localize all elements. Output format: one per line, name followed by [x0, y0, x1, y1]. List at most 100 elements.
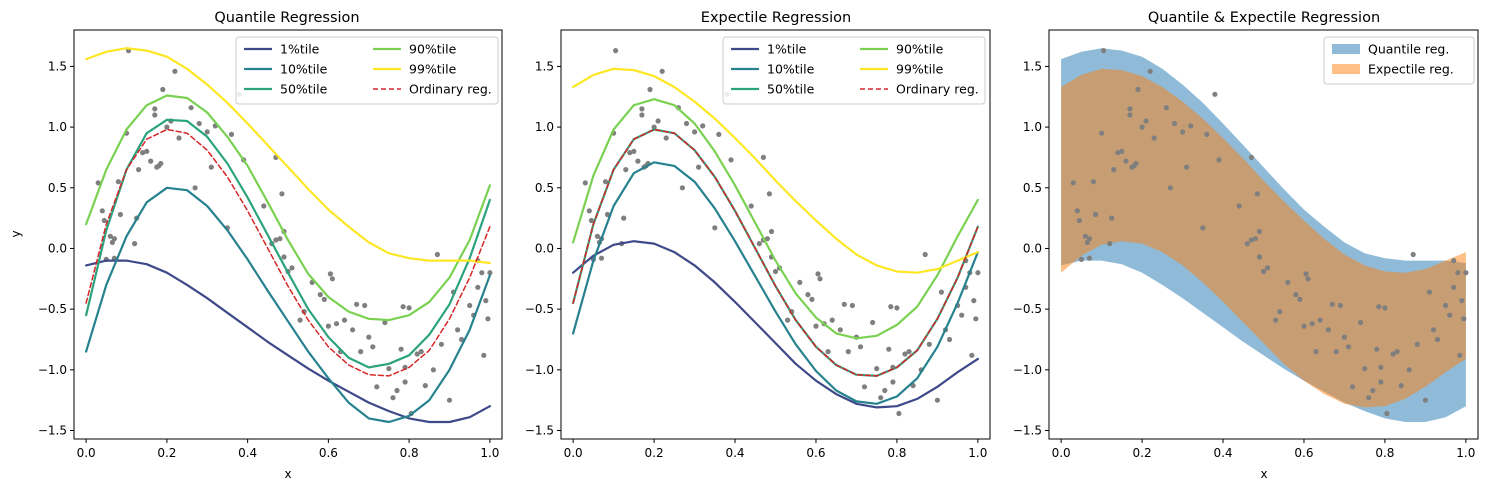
data-point — [1305, 276, 1311, 282]
y-tick-label: 1.5 — [535, 59, 554, 73]
legend-item-50-tile: 50%tile — [731, 82, 815, 97]
y-tick-label: 1.5 — [48, 59, 67, 73]
data-point — [1337, 302, 1343, 309]
x-axis-ticks: 0.0 0.2 0.4 0.6 0.8 1.0 — [77, 439, 499, 460]
data-point — [1236, 203, 1242, 209]
data-point — [841, 301, 847, 307]
legend-label: Ordinary reg. — [896, 82, 979, 97]
data-point — [971, 298, 977, 304]
x-tick-label: 0.8 — [887, 446, 906, 460]
x-axis-ticks: 0.0 0.2 0.4 0.6 0.8 1.0 — [1052, 439, 1475, 460]
data-point — [959, 312, 965, 318]
data-point — [1107, 241, 1113, 247]
legend-swatch — [1332, 44, 1360, 54]
x-axis-label: x — [284, 467, 291, 481]
data-point — [152, 106, 158, 112]
axes-frame — [1048, 29, 1479, 440]
data-point — [1101, 48, 1107, 54]
x-tick-label: 0.2 — [1133, 446, 1152, 460]
data-point — [1070, 180, 1076, 186]
x-tick-label: 0.4 — [238, 446, 257, 460]
data-point — [896, 410, 902, 417]
data-point — [1248, 237, 1254, 243]
data-point — [1390, 351, 1396, 357]
data-point — [1451, 258, 1457, 264]
data-point — [849, 302, 856, 309]
data-point — [772, 268, 779, 275]
data-point — [1309, 321, 1315, 327]
data-point — [797, 279, 803, 285]
legend-box — [722, 36, 986, 105]
data-point — [459, 336, 465, 343]
data-point — [297, 317, 303, 323]
data-point — [857, 344, 864, 350]
quantile-regression-panel: Quantile Regression 0.0 0.2 0.4 0.6 0.8 1.0 −… — [9, 10, 503, 481]
data-point — [922, 251, 928, 258]
data-point — [969, 352, 975, 358]
data-point — [700, 123, 706, 129]
data-point — [598, 255, 605, 261]
data-point — [1384, 410, 1390, 417]
y-tick-label: −1.0 — [525, 363, 554, 377]
legend-box — [1323, 36, 1475, 85]
y-axis-ticks: −1.5 −1.0 −0.5 0.0 0.5 1.0 1.5 — [525, 59, 561, 438]
data-point — [95, 180, 101, 186]
data-point — [481, 352, 487, 358]
data-point — [115, 179, 121, 185]
data-point — [1090, 179, 1097, 185]
x-tick-label: 1.0 — [480, 446, 499, 460]
data-point — [1143, 118, 1149, 124]
data-point — [1163, 105, 1169, 111]
data-point — [1362, 366, 1368, 372]
data-point — [277, 236, 283, 242]
data-point — [132, 241, 138, 247]
legend-label: Ordinary reg. — [409, 82, 492, 97]
data-point — [1376, 304, 1382, 310]
data-point — [467, 302, 473, 309]
data-point — [890, 379, 896, 385]
data-point — [1119, 148, 1125, 154]
data-point — [394, 387, 400, 394]
data-point — [1184, 164, 1190, 170]
x-axis-ticks: 0.0 0.2 0.4 0.6 0.8 1.0 — [564, 439, 987, 460]
data-point — [825, 349, 831, 355]
data-point — [894, 305, 900, 311]
data-point — [813, 323, 819, 329]
panel-title: Quantile Regression — [214, 10, 359, 26]
data-point — [829, 317, 835, 323]
data-point — [358, 349, 364, 355]
data-point — [487, 270, 493, 276]
data-point — [1076, 217, 1082, 224]
data-point — [712, 225, 718, 231]
legend-item-90-tile: 90%tile — [373, 42, 457, 57]
data-point — [446, 397, 453, 403]
data-point — [1135, 86, 1141, 93]
x-tick-label: 0.6 — [806, 446, 825, 460]
legend-label: 90%tile — [896, 42, 944, 57]
series-line-ordinary-reg — [572, 128, 979, 377]
data-point — [659, 68, 665, 74]
data-point — [627, 150, 633, 156]
legend-label: 10%tile — [280, 62, 328, 77]
data-point — [764, 236, 771, 242]
data-point — [1099, 130, 1105, 136]
data-point — [886, 346, 892, 352]
data-point — [635, 158, 641, 164]
legend-item-10-tile: 10%tile — [731, 62, 815, 77]
data-point — [140, 150, 146, 156]
data-point — [766, 191, 773, 197]
x-tick-label: 0.0 — [564, 446, 583, 460]
y-axis-label: y — [9, 230, 23, 237]
y-tick-label: 0.0 — [535, 241, 554, 255]
x-tick-label: 0.0 — [77, 446, 96, 460]
data-point — [148, 158, 154, 164]
data-point — [594, 233, 601, 239]
expectile-regression-panel: Expectile Regression 0.0 0.2 0.4 0.6 0.8 1.0 … — [525, 10, 991, 460]
x-tick-label: 0.4 — [725, 446, 744, 460]
data-point — [588, 217, 595, 224]
plot-area — [571, 48, 981, 417]
series-line-90-tile — [84, 94, 491, 322]
data-point — [639, 106, 645, 112]
legend-item-quantile-reg: Quantile reg. — [1332, 42, 1449, 57]
data-point — [878, 395, 884, 401]
